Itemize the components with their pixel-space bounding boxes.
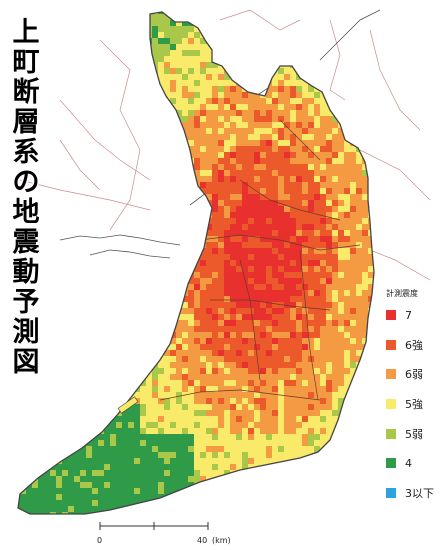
scale-end-label: 40 (197, 536, 208, 545)
title-char: 予 (12, 287, 40, 318)
title-char: 町 (12, 47, 40, 78)
legend-item: 6強 (386, 337, 442, 353)
title-char: 測 (12, 317, 40, 348)
legend-label: 7 (405, 308, 412, 322)
legend-label: 6強 (405, 338, 423, 352)
map-title: 上町断層系の地震動予測図 (8, 18, 44, 378)
legend-label: 6弱 (405, 368, 423, 382)
legend-swatch (386, 488, 396, 499)
legend-item: 7 (386, 307, 442, 323)
legend-label: 5弱 (405, 427, 423, 441)
scale-start-label: 0 (97, 536, 103, 545)
scale-bar (99, 522, 209, 530)
legend: 計測震度 7 6強 6弱 5強 5弱 4 3以下 (386, 288, 442, 515)
title-char: 断 (12, 77, 40, 108)
title-char: 地 (12, 197, 40, 228)
legend-item: 5弱 (386, 426, 442, 442)
legend-swatch (386, 369, 396, 380)
kansai-airport-island (117, 396, 139, 414)
title-char: 動 (12, 257, 40, 288)
legend-swatch (386, 458, 396, 469)
legend-item: 5強 (386, 396, 442, 412)
legend-swatch (386, 428, 396, 439)
legend-swatch (386, 310, 396, 320)
legend-item: 4 (386, 455, 442, 471)
legend-label: 5強 (405, 398, 423, 412)
scale-unit-label: (km) (212, 536, 231, 545)
legend-label: 3以下 (405, 487, 434, 501)
title-char: 震 (12, 227, 40, 258)
title-char: の (12, 167, 40, 198)
prefecture-boundaries (19, 9, 431, 281)
intensity-grid (18, 12, 374, 514)
legend-title: 計測震度 (386, 289, 418, 298)
legend-swatch (386, 399, 396, 410)
legend-item: 3以下 (386, 485, 442, 501)
municipal-boundaries (159, 119, 361, 401)
title-char: 系 (12, 137, 40, 168)
title-char: 層 (12, 107, 40, 138)
title-char: 上 (12, 17, 40, 48)
legend-item: 6弱 (386, 366, 442, 382)
legend-swatch (386, 339, 396, 350)
title-char: 図 (12, 347, 40, 378)
legend-label: 4 (405, 456, 412, 470)
